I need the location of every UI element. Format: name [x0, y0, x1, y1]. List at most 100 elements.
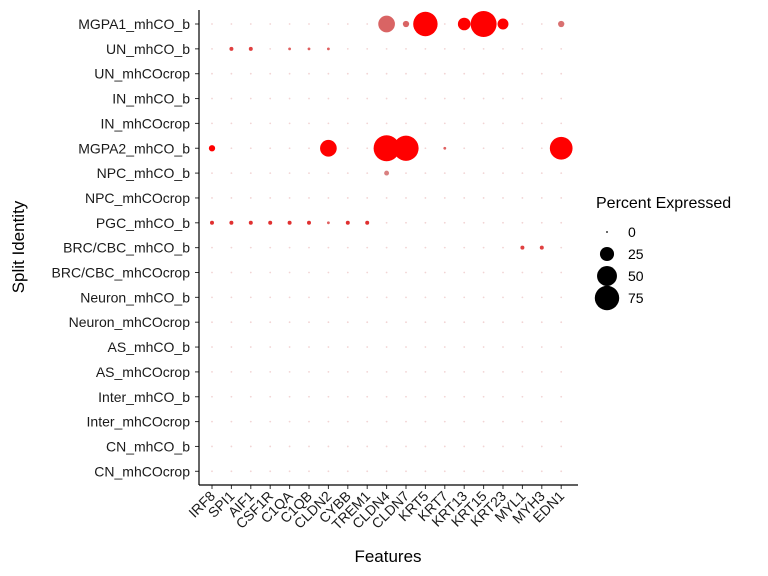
- dot-cn-mhcocrop-trem1: [366, 470, 369, 473]
- dot-as-mhcocrop-krt23: [502, 371, 504, 373]
- dot-un-mhcocrop-krt13: [463, 72, 466, 75]
- dot-inter-mhcocrop-edn1: [560, 420, 563, 423]
- dot-pgc-mhco-b-aif1: [248, 220, 253, 225]
- dot-mgpa1-mhco-b-cldn4: [378, 15, 395, 33]
- dot-in-mhcocrop-krt23: [502, 122, 504, 125]
- dot-un-mhco-b-krt13: [463, 47, 466, 50]
- dot-in-mhco-b-myh3: [540, 97, 543, 100]
- dot-cn-mhco-b-cybb: [346, 445, 349, 448]
- dot-mgpa1-mhco-b-krt23: [497, 18, 509, 30]
- dot-neuron-mhcocrop-csf1r: [269, 321, 272, 324]
- dot-as-mhco-b-cldn2: [327, 346, 330, 348]
- dot-brc-cbc-mhcocrop-edn1: [560, 271, 563, 274]
- dot-inter-mhco-b-cldn7: [405, 395, 407, 398]
- y-tick-label: PGC_mhCO_b: [96, 215, 190, 231]
- y-tick-label: MGPA1_mhCO_b: [78, 16, 190, 32]
- dot-un-mhco-b-cldn4: [385, 47, 388, 50]
- dot-brc-cbc-mhco-b-krt7: [443, 246, 446, 249]
- dot-as-mhco-b-trem1: [366, 346, 369, 348]
- dot-mgpa2-mhco-b-krt5: [424, 147, 427, 150]
- dot-cn-mhco-b-myl1: [521, 445, 524, 448]
- dot-neuron-mhco-b-krt23: [502, 296, 504, 299]
- dot-un-mhco-b-krt5: [424, 47, 427, 50]
- dot-npc-mhcocrop-csf1r: [269, 197, 272, 199]
- dot-mgpa2-mhco-b-trem1: [366, 147, 369, 150]
- dot-cn-mhco-b-cldn4: [385, 445, 388, 448]
- dot-brc-cbc-mhcocrop-krt13: [463, 271, 466, 274]
- dot-npc-mhco-b-irf8: [211, 172, 213, 175]
- dot-mgpa1-mhco-b-aif1: [249, 23, 252, 25]
- dot-cn-mhcocrop-krt15: [482, 470, 485, 473]
- dot-npc-mhco-b-trem1: [366, 172, 369, 175]
- dot-brc-cbc-mhcocrop-krt7: [443, 271, 446, 274]
- dot-mgpa1-mhco-b-cybb: [346, 23, 349, 25]
- dot-in-mhco-b-trem1: [366, 97, 369, 100]
- dot-as-mhco-b-cldn4: [385, 346, 388, 348]
- dot-cn-mhco-b-c1qb: [308, 445, 310, 448]
- dot-cn-mhcocrop-krt13: [463, 470, 466, 473]
- dot-as-mhcocrop-myh3: [540, 371, 543, 373]
- dot-inter-mhco-b-irf8: [211, 395, 213, 398]
- dot-cn-mhcocrop-cybb: [346, 470, 349, 473]
- dot-in-mhco-b-cybb: [346, 97, 349, 100]
- dot-npc-mhco-b-spi1: [230, 172, 233, 175]
- dot-in-mhcocrop-csf1r: [269, 122, 272, 125]
- dot-as-mhcocrop-aif1: [249, 371, 252, 373]
- dot-pgc-mhco-b-cldn4: [385, 221, 388, 224]
- dot-un-mhcocrop-cldn2: [327, 72, 330, 75]
- dot-in-mhco-b-krt23: [502, 97, 504, 100]
- dot-in-mhco-b-cldn2: [327, 97, 330, 100]
- dot-neuron-mhcocrop-cldn4: [385, 321, 388, 324]
- y-tick-label: BRC/CBC_mhCO_b: [63, 240, 190, 256]
- dot-neuron-mhcocrop-cldn7: [405, 321, 407, 324]
- dot-mgpa2-mhco-b-edn1: [549, 136, 573, 160]
- dot-inter-mhco-b-cldn4: [385, 395, 388, 398]
- dot-mgpa1-mhco-b-c1qa: [288, 23, 291, 25]
- dot-brc-cbc-mhcocrop-c1qb: [308, 271, 310, 274]
- dot-brc-cbc-mhco-b-cybb: [346, 246, 349, 249]
- dot-neuron-mhco-b-myl1: [521, 296, 524, 299]
- dot-brc-cbc-mhcocrop-spi1: [230, 271, 233, 274]
- dot-neuron-mhco-b-krt5: [424, 296, 427, 299]
- dot-cn-mhcocrop-c1qb: [308, 470, 310, 473]
- dot-brc-cbc-mhco-b-cldn4: [385, 246, 388, 249]
- dot-neuron-mhcocrop-krt13: [463, 321, 466, 324]
- dot-mgpa2-mhco-b-krt23: [502, 147, 504, 150]
- dot-un-mhcocrop-krt5: [424, 72, 427, 75]
- dot-mgpa2-mhco-b-myl1: [521, 147, 524, 150]
- dot-inter-mhcocrop-myh3: [540, 420, 543, 423]
- dot-inter-mhco-b-myl1: [521, 395, 524, 398]
- dot-brc-cbc-mhco-b-trem1: [366, 246, 369, 249]
- dot-in-mhcocrop-krt5: [424, 122, 427, 125]
- dot-inter-mhcocrop-cldn7: [405, 420, 407, 423]
- dot-in-mhco-b-krt13: [463, 97, 466, 100]
- dot-pgc-mhco-b-myh3: [540, 221, 543, 224]
- legend-dot: [599, 246, 615, 262]
- dot-mgpa1-mhco-b-csf1r: [269, 23, 272, 25]
- dot-in-mhcocrop-spi1: [230, 122, 233, 125]
- dot-un-mhco-b-spi1: [229, 46, 234, 51]
- dot-npc-mhcocrop-spi1: [230, 197, 233, 199]
- dot-npc-mhco-b-c1qb: [308, 172, 310, 175]
- dot-mgpa1-mhco-b-krt7: [443, 23, 446, 25]
- dot-pgc-mhco-b-krt7: [443, 221, 446, 224]
- dot-npc-mhco-b-c1qa: [288, 172, 291, 175]
- dot-pgc-mhco-b-c1qa: [287, 220, 292, 225]
- dot-as-mhco-b-irf8: [211, 346, 213, 348]
- dot-cn-mhcocrop-edn1: [560, 470, 563, 473]
- dot-mgpa1-mhco-b-c1qb: [308, 23, 310, 25]
- dot-pgc-mhco-b-cybb: [345, 220, 350, 225]
- y-axis-tick-labels: MGPA1_mhCO_b UN_mhCO_b UN_mhCOcrop IN_mhCO_…: [52, 16, 199, 479]
- dot-un-mhcocrop-krt23: [502, 72, 504, 75]
- dot-cn-mhco-b-krt13: [463, 445, 466, 448]
- dot-cn-mhcocrop-cldn4: [385, 470, 388, 473]
- axes: [198, 10, 578, 486]
- dot-in-mhcocrop-cldn2: [327, 122, 330, 125]
- dot-as-mhcocrop-krt13: [463, 371, 466, 373]
- legend-dot: [597, 266, 617, 286]
- dot-cn-mhcocrop-myh3: [540, 470, 543, 473]
- dot-in-mhcocrop-irf8: [211, 122, 213, 125]
- dot-npc-mhco-b-cybb: [346, 172, 349, 175]
- dot-brc-cbc-mhcocrop-aif1: [249, 271, 252, 274]
- dot-in-mhco-b-aif1: [249, 97, 252, 100]
